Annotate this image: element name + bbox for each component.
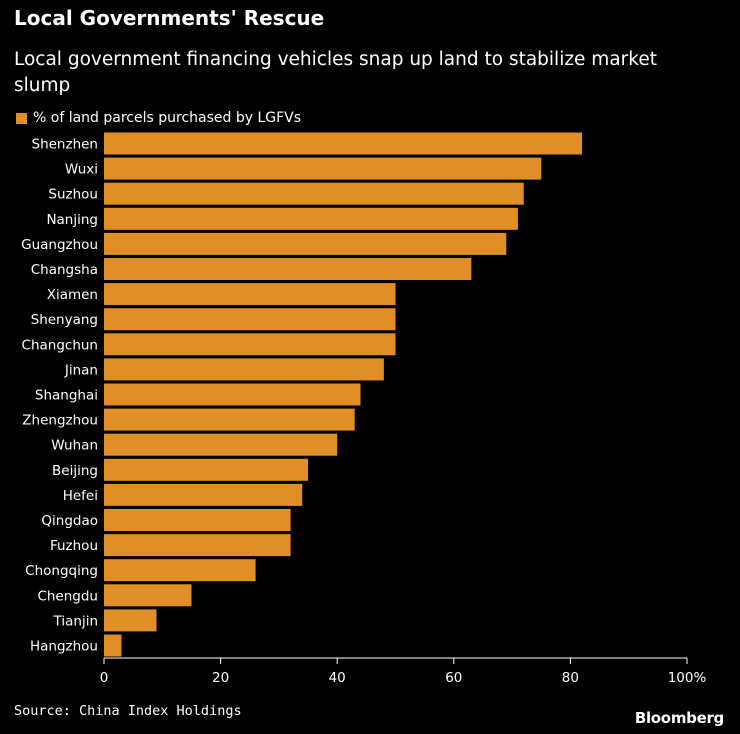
bar-shenzhen [104, 132, 583, 155]
category-label: Hefei [63, 488, 98, 504]
category-label: Qingdao [41, 513, 98, 529]
category-label: Fuzhou [50, 538, 98, 554]
bar-wuhan [104, 433, 338, 456]
category-label: Wuxi [65, 162, 98, 178]
bar-suzhou [104, 182, 524, 205]
category-label: Changsha [31, 262, 98, 278]
category-label: Jinan [64, 362, 98, 378]
bar-guangzhou [104, 232, 507, 255]
x-tick-label: 60 [445, 670, 462, 686]
bar-beijing [104, 458, 309, 481]
legend: % of land parcels purchased by LGFVs [16, 110, 301, 126]
category-label: Tianjin [53, 613, 98, 629]
bar-chongqing [104, 559, 256, 582]
chart-subtitle: Local government financing vehicles snap… [14, 49, 657, 96]
bar-changchun [104, 333, 396, 356]
chart-title: Local Governments' Rescue [14, 6, 325, 30]
bar-tianjin [104, 609, 157, 632]
bar-fuzhou [104, 534, 291, 557]
bloomberg-logo: Bloomberg [634, 709, 724, 727]
category-label: Xiamen [47, 287, 98, 303]
category-label: Chengdu [37, 588, 98, 604]
category-label: Shenzhen [32, 137, 99, 153]
category-label: Wuhan [51, 438, 98, 454]
bar-chengdu [104, 584, 192, 607]
x-tick-label: 100% [668, 670, 707, 686]
bar-hefei [104, 483, 303, 506]
x-tick-label: 40 [329, 670, 346, 686]
bar-jinan [104, 358, 384, 381]
category-label: Nanjing [46, 212, 98, 228]
bar-xiamen [104, 283, 396, 306]
category-label: Shenyang [31, 312, 98, 328]
x-tick-label: 20 [212, 670, 229, 686]
legend-label: % of land parcels purchased by LGFVs [33, 110, 302, 126]
bar-changsha [104, 258, 472, 280]
bar-shanghai [104, 383, 361, 406]
bar-nanjing [104, 207, 518, 230]
bar-wuxi [104, 157, 542, 180]
source-note: Source: China Index Holdings [14, 703, 242, 719]
x-tick-label: 80 [562, 670, 579, 686]
category-label: Shanghai [35, 388, 98, 404]
bar-hangzhou [104, 634, 122, 657]
category-label: Beijing [52, 463, 98, 479]
category-label: Hangzhou [30, 639, 98, 655]
category-label: Suzhou [48, 187, 98, 203]
x-tick-label: 0 [100, 670, 109, 686]
bar-shenyang [104, 308, 396, 331]
bar-zhengzhou [104, 408, 355, 431]
category-label: Chongqing [25, 563, 98, 579]
category-label: Zhengzhou [22, 413, 98, 429]
category-label: Guangzhou [21, 237, 98, 253]
legend-swatch [16, 112, 27, 124]
category-label: Changchun [22, 337, 98, 353]
bar-qingdao [104, 509, 291, 531]
